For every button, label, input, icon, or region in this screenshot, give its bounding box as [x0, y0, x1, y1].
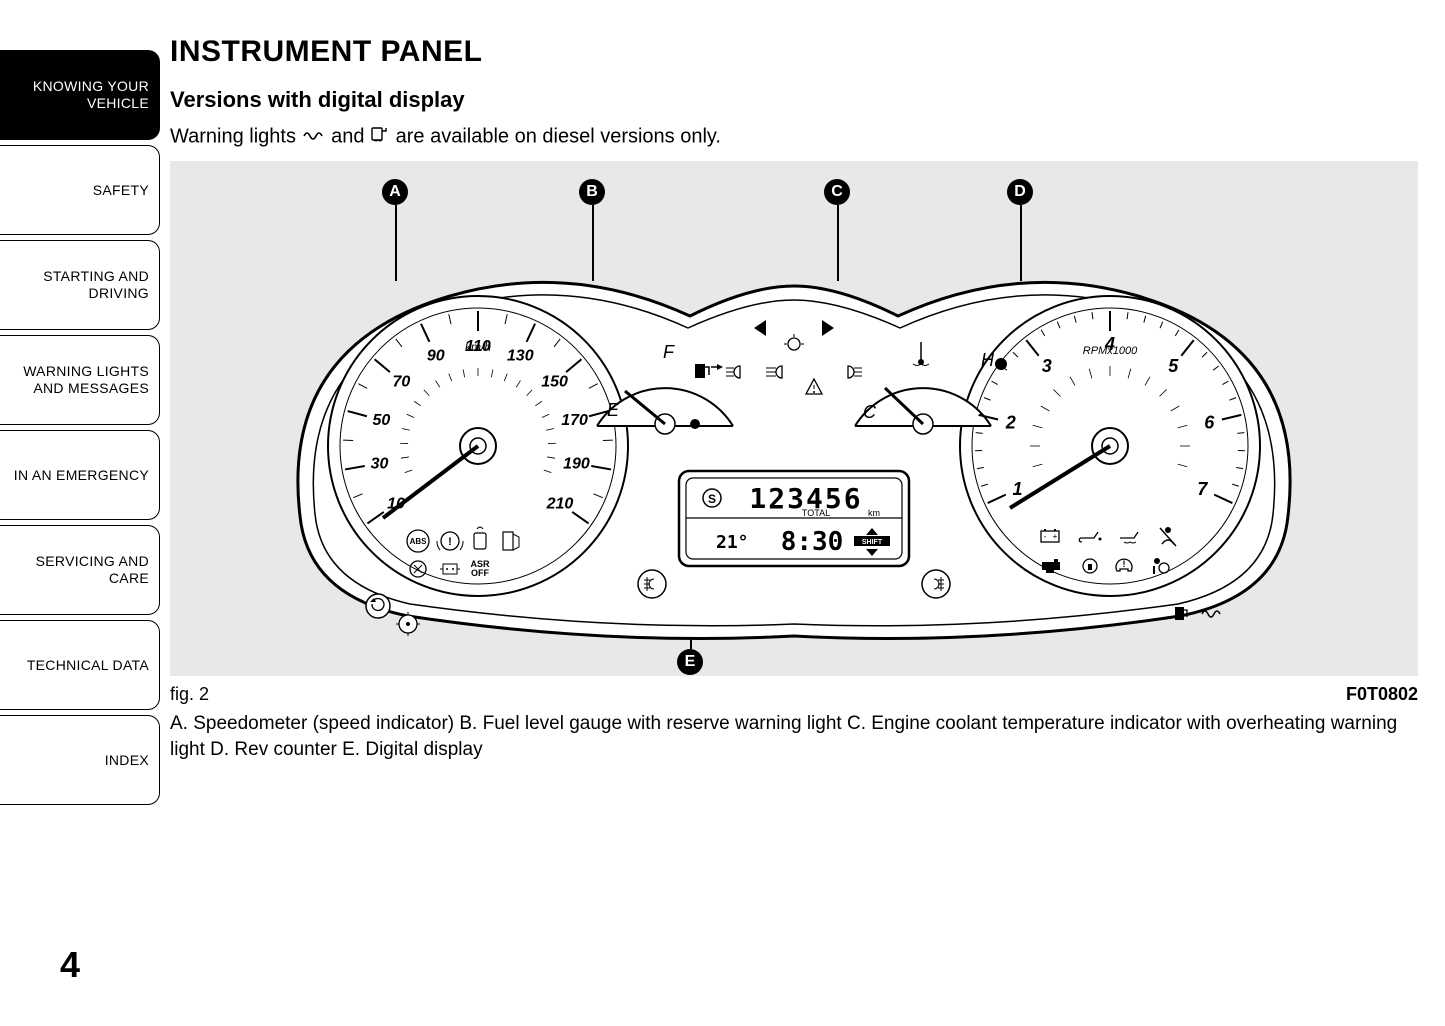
- figure-caption-row: fig. 2 F0T0802: [170, 684, 1418, 705]
- svg-text:7: 7: [1197, 479, 1208, 499]
- svg-text:ABS: ABS: [410, 537, 428, 546]
- fuel-empty: E: [607, 400, 620, 420]
- svg-text:1: 1: [1013, 479, 1023, 499]
- svg-text:S: S: [708, 492, 716, 506]
- tab-label: SERVICING ANDCARE: [36, 553, 149, 587]
- svg-text:130: 130: [507, 347, 534, 364]
- water-in-fuel-icon: [370, 125, 390, 149]
- front-fog-icon: [638, 570, 666, 598]
- tab-warning-lights[interactable]: WARNING LIGHTSAND MESSAGES: [0, 335, 160, 425]
- tab-label: WARNING LIGHTSAND MESSAGES: [23, 363, 149, 397]
- dashboard-diagram: km/h RPMx1000 E F: [220, 216, 1368, 656]
- fuel-reserve-light: [690, 419, 700, 429]
- svg-text:8:30: 8:30: [781, 527, 844, 557]
- instrument-panel-figure: ABCDE km/h: [170, 161, 1418, 676]
- figure-label: fig. 2: [170, 684, 209, 705]
- figure-code: F0T0802: [1346, 684, 1418, 705]
- svg-text:170: 170: [561, 412, 588, 429]
- svg-text:4: 4: [1104, 334, 1115, 354]
- tab-technical-data[interactable]: TECHNICAL DATA: [0, 620, 160, 710]
- svg-text:2: 2: [1005, 412, 1016, 432]
- svg-text:!: !: [448, 536, 452, 548]
- tab-label: INDEX: [105, 752, 149, 769]
- svg-text:10: 10: [387, 495, 405, 512]
- tab-safety[interactable]: SAFETY: [0, 145, 160, 235]
- svg-text:30: 30: [371, 455, 389, 472]
- svg-text:SHIFT: SHIFT: [862, 539, 883, 546]
- tab-label: STARTING ANDDRIVING: [43, 268, 149, 302]
- temp-hot: H: [981, 350, 995, 370]
- temp-cold: C: [863, 402, 877, 422]
- fuel-full: F: [663, 342, 675, 362]
- digital-display: S 123456 TOTAL km 21° 8:30 SHIFT: [679, 471, 909, 566]
- svg-text:6: 6: [1204, 412, 1215, 432]
- svg-text:190: 190: [563, 455, 590, 472]
- glow-plug-corner-icon: [1202, 611, 1220, 617]
- main-content: INSTRUMENT PANEL Versions with digital d…: [170, 35, 1420, 762]
- svg-text:OFF: OFF: [471, 568, 489, 578]
- intro-text: Warning lights and are available on dies…: [170, 125, 1420, 149]
- rear-fog-icon: [922, 570, 950, 598]
- svg-text:-: -: [1044, 532, 1047, 541]
- overheat-light: [995, 358, 1007, 370]
- svg-text:210: 210: [546, 495, 574, 512]
- figure-caption: A. Speedometer (speed indicator) B. Fuel…: [170, 711, 1418, 762]
- svg-text:70: 70: [392, 374, 410, 391]
- svg-text:!: !: [1123, 559, 1126, 569]
- svg-text:150: 150: [541, 374, 568, 391]
- svg-text:21°: 21°: [716, 532, 749, 553]
- callout-C: C: [824, 179, 850, 205]
- svg-text:110: 110: [465, 338, 491, 355]
- tab-label: SAFETY: [93, 182, 149, 199]
- svg-text:3: 3: [1042, 356, 1052, 376]
- svg-text:90: 90: [427, 347, 445, 364]
- page-title: INSTRUMENT PANEL: [170, 35, 1420, 69]
- svg-text:5: 5: [1168, 356, 1179, 376]
- svg-text:km: km: [868, 508, 880, 518]
- tab-label: KNOWING YOURVEHICLE: [33, 78, 149, 112]
- tab-starting-driving[interactable]: STARTING ANDDRIVING: [0, 240, 160, 330]
- tab-label: TECHNICAL DATA: [27, 657, 149, 674]
- sidebar-tabs: KNOWING YOURVEHICLE SAFETY STARTING ANDD…: [0, 0, 160, 1026]
- tab-servicing[interactable]: SERVICING ANDCARE: [0, 525, 160, 615]
- tab-knowing-your-vehicle[interactable]: KNOWING YOURVEHICLE: [0, 50, 160, 140]
- svg-text:50: 50: [373, 412, 391, 429]
- callout-B: B: [579, 179, 605, 205]
- trip-reset-knob: [366, 594, 390, 618]
- callout-D: D: [1007, 179, 1033, 205]
- section-subtitle: Versions with digital display: [170, 87, 1420, 113]
- svg-text:+: +: [1053, 532, 1058, 541]
- tab-emergency[interactable]: IN AN EMERGENCY: [0, 430, 160, 520]
- tab-label: IN AN EMERGENCY: [14, 467, 149, 484]
- page-number: 4: [60, 944, 80, 986]
- glow-plug-icon: [302, 126, 326, 149]
- svg-text:TOTAL: TOTAL: [802, 508, 830, 518]
- tab-index[interactable]: INDEX: [0, 715, 160, 805]
- callout-A: A: [382, 179, 408, 205]
